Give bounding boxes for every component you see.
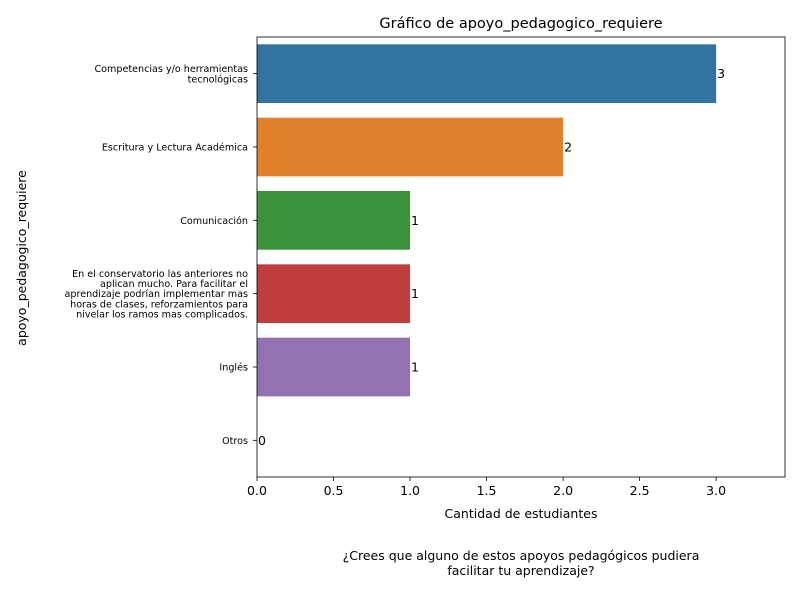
x-tick-label: 0.0 xyxy=(247,483,267,498)
chart-title: Gráfico de apoyo_pedagogico_requiere xyxy=(379,16,662,32)
x-tick-label: 3.0 xyxy=(706,483,726,498)
x-tick-label: 0.5 xyxy=(324,483,344,498)
plot-area: 3 Competencias y/o herramientas tecnológic… xyxy=(65,36,786,498)
data-label: 0 xyxy=(258,433,266,448)
y-tick-label: Competencias y/o herramientas tecnológica… xyxy=(94,64,248,85)
y-tick-label: Otros xyxy=(222,436,248,447)
data-label: 1 xyxy=(411,213,419,228)
bar xyxy=(257,44,717,103)
bar xyxy=(257,337,411,397)
y-tick-label: En el conservatorio las anteriores no apl… xyxy=(65,269,249,321)
y-tick-label: Comunicación xyxy=(180,215,248,227)
caption-line-2: facilitar tu aprendizaje? xyxy=(447,563,595,578)
data-label: 2 xyxy=(564,140,572,155)
x-axis-label: Cantidad de estudiantes xyxy=(445,506,598,521)
x-tick-label: 2.5 xyxy=(630,483,650,498)
data-label: 3 xyxy=(717,66,725,81)
chart-caption: ¿Crees que alguno de estos apoyos pedagó… xyxy=(257,548,785,578)
caption-line-1: ¿Crees que alguno de estos apoyos pedagó… xyxy=(342,548,700,563)
x-tick-label: 1.5 xyxy=(477,483,497,498)
bar xyxy=(257,117,564,177)
data-label: 1 xyxy=(411,286,419,301)
bar xyxy=(257,264,411,323)
x-tick-label: 1.0 xyxy=(400,483,420,498)
y-tick-label: Inglés xyxy=(219,362,248,374)
y-axis-label: apoyo_pedagogico_requiere xyxy=(14,170,29,346)
plot-frame xyxy=(256,36,786,478)
bar xyxy=(257,191,411,250)
x-tick-label: 2.0 xyxy=(553,483,573,498)
data-label: 1 xyxy=(411,360,419,375)
y-tick-label: Escritura y Lectura Académica xyxy=(102,142,248,154)
